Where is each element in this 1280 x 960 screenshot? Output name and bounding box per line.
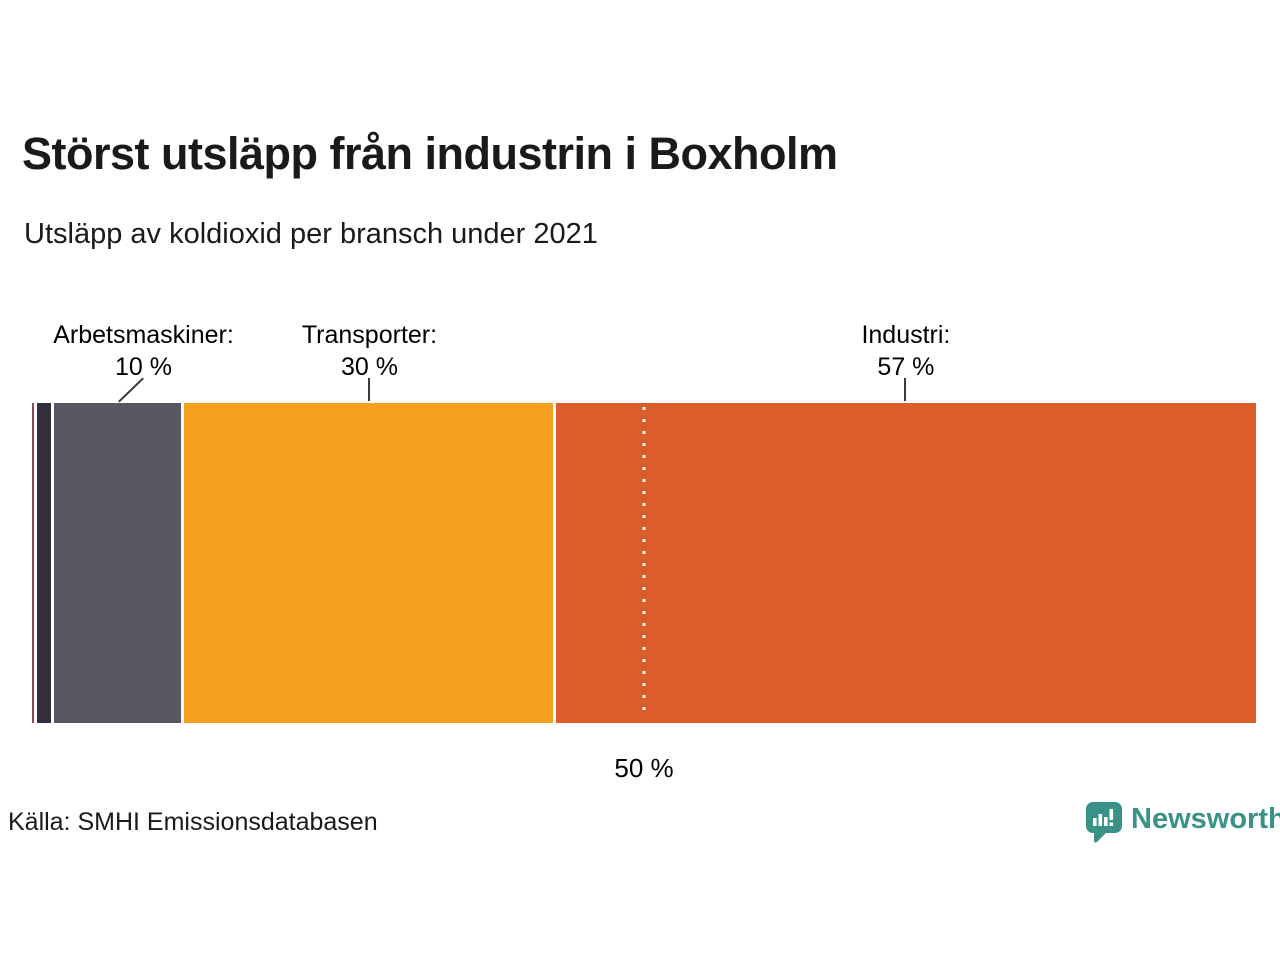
callout-value: 10 % bbox=[115, 352, 172, 381]
callout-value: 57 % bbox=[877, 352, 935, 381]
leader-line bbox=[903, 378, 906, 401]
bar-segment bbox=[32, 403, 34, 723]
callout-label: Arbetsmaskiner: bbox=[53, 321, 234, 349]
chart-title: Störst utsläpp från industrin i Boxholm bbox=[22, 128, 838, 179]
newsworthy-bubble-chart-icon bbox=[1086, 802, 1122, 849]
callout-label: Industri: bbox=[861, 321, 951, 349]
newsworthy-logo-text: Newsworthy bbox=[1131, 803, 1280, 835]
bar-segment-industri bbox=[556, 403, 1257, 723]
callout-label: Transporter: bbox=[301, 321, 438, 349]
callout-arbetsmaskiner: Arbetsmaskiner: 10 % bbox=[53, 320, 234, 383]
leader-line bbox=[368, 378, 371, 401]
callout-industri: Industri: 57 % bbox=[861, 320, 950, 383]
bar-segment bbox=[36, 403, 51, 723]
chart-subtitle: Utsläpp av koldioxid per bransch under 2… bbox=[24, 218, 598, 250]
callout-transporter: Transporter: 30 % bbox=[302, 320, 437, 383]
newsworthy-logo: Newsworthy bbox=[1086, 802, 1280, 849]
bar-segment-transporter bbox=[184, 403, 554, 723]
fifty-percent-label: 50 % bbox=[614, 753, 674, 783]
stacked-bar bbox=[32, 403, 1257, 723]
source-note: Källa: SMHI Emissionsdatabasen bbox=[8, 808, 378, 836]
callout-value: 30 % bbox=[340, 352, 398, 381]
fifty-percent-reference-line bbox=[642, 407, 646, 719]
bar-segment-arbetsmaskiner bbox=[53, 403, 182, 723]
